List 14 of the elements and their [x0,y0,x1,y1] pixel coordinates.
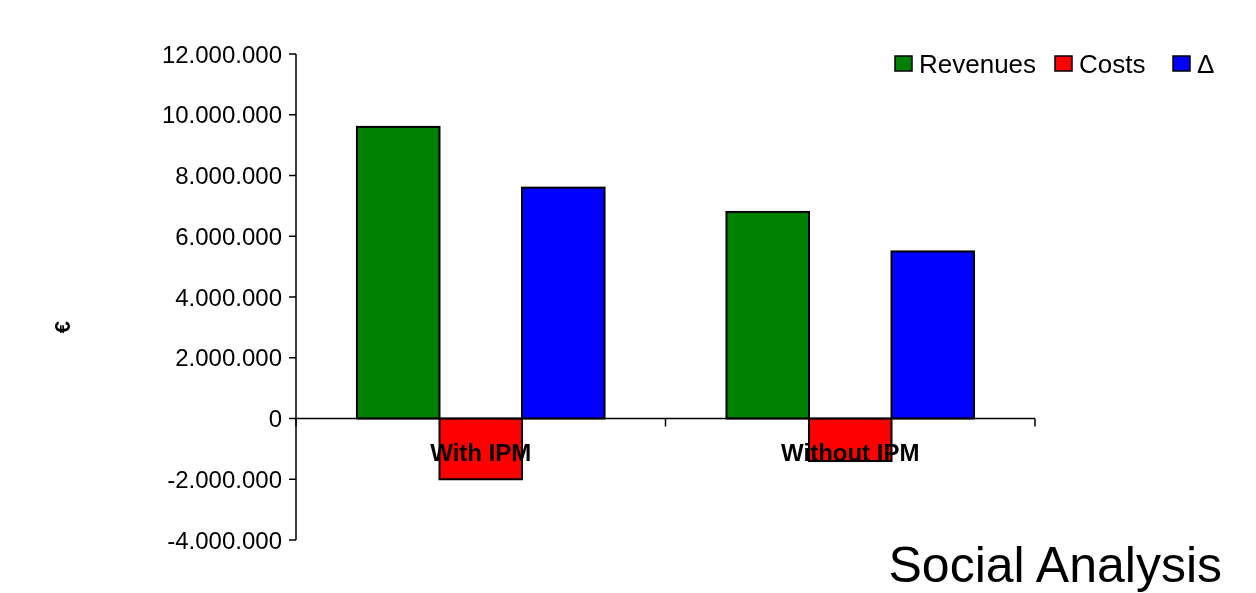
y-tick-label: 8.000.000 [175,162,282,189]
y-tick-label: 12.000.000 [161,40,282,68]
y-tick-label: 2.000.000 [175,344,282,372]
y-tick-label: -4.000.000 [167,526,282,554]
legend-label: Revenues [919,49,1037,79]
legend-label: Δ [1197,49,1215,79]
annotation: Social Analysis [888,537,1222,593]
y-tick-label: 4.000.000 [175,283,282,311]
y-tick-label: -2.000.000 [167,465,282,493]
legend-label: Costs [1079,49,1146,79]
y-tick-label: 0 [268,405,282,432]
y-axis-title: € [50,320,75,334]
y-tick-label: 6.000.000 [175,222,282,250]
y-tick-label: 10.000.000 [161,101,282,129]
